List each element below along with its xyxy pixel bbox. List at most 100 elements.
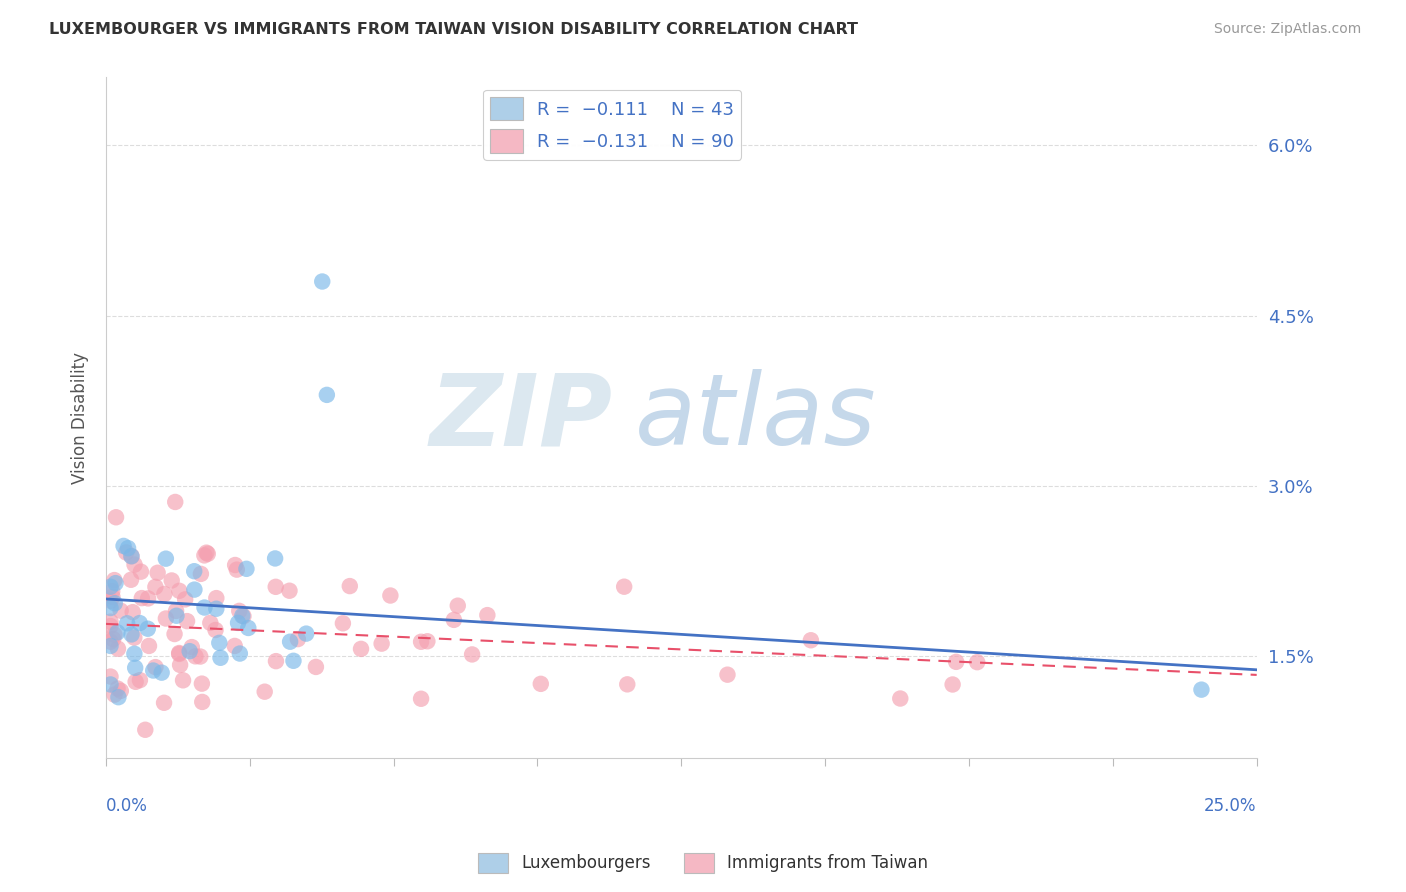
Point (100, 601, 122, 615)
Point (107, 641, 129, 656)
Point (167, 647, 190, 661)
Point (477, 608, 499, 623)
Point (225, 563, 247, 577)
Point (100, 593, 122, 607)
Point (209, 650, 232, 665)
Point (138, 639, 160, 653)
Point (193, 549, 215, 563)
Y-axis label: Vision Disability: Vision Disability (72, 351, 89, 483)
Point (229, 647, 252, 661)
Point (966, 655, 988, 669)
Point (226, 615, 249, 630)
Point (153, 696, 176, 710)
Point (169, 657, 191, 672)
Point (195, 546, 218, 560)
Point (129, 565, 152, 579)
Point (253, 684, 276, 698)
Point (124, 631, 146, 645)
Point (370, 637, 392, 651)
Point (129, 673, 152, 687)
Point (172, 673, 194, 688)
Point (165, 495, 187, 509)
Point (208, 636, 231, 650)
Point (311, 275, 333, 289)
Point (200, 615, 222, 630)
Point (945, 655, 967, 669)
Text: 0.0%: 0.0% (105, 797, 148, 814)
Point (104, 576, 127, 591)
Point (176, 614, 198, 628)
Point (191, 676, 214, 690)
Point (339, 579, 361, 593)
Point (800, 633, 823, 648)
Point (107, 681, 129, 696)
Point (190, 566, 212, 581)
Point (163, 627, 186, 641)
Point (124, 647, 146, 661)
Point (103, 632, 125, 646)
Point (278, 583, 301, 598)
Point (103, 688, 125, 702)
Point (120, 573, 142, 587)
Point (716, 667, 738, 681)
Point (179, 644, 201, 658)
Point (101, 584, 124, 599)
Point (169, 583, 191, 598)
Point (145, 580, 167, 594)
Point (110, 684, 132, 698)
Point (110, 604, 132, 618)
Point (112, 539, 135, 553)
Point (121, 627, 143, 641)
Point (264, 580, 287, 594)
Point (264, 551, 287, 566)
Text: 25.0%: 25.0% (1204, 797, 1257, 814)
Point (228, 604, 250, 618)
Point (204, 623, 226, 637)
Point (166, 608, 188, 623)
Point (180, 640, 202, 654)
Point (120, 549, 142, 564)
Point (238, 621, 260, 635)
Point (305, 660, 328, 674)
Legend: Luxembourgers, Immigrants from Taiwan: Luxembourgers, Immigrants from Taiwan (471, 847, 935, 880)
Point (193, 600, 215, 615)
Point (128, 615, 150, 630)
Point (224, 558, 246, 572)
Point (295, 626, 318, 640)
Point (889, 691, 911, 706)
Point (160, 574, 183, 588)
Point (447, 599, 470, 613)
Point (235, 562, 257, 576)
Point (117, 541, 139, 556)
Legend: R =  −0.111    N = 43, R =  −0.131    N = 90: R = −0.111 N = 43, R = −0.131 N = 90 (484, 90, 741, 160)
Text: ZIP: ZIP (429, 369, 612, 466)
Point (613, 580, 636, 594)
Point (107, 690, 129, 705)
Point (461, 648, 484, 662)
Point (124, 674, 146, 689)
Point (131, 591, 153, 606)
Point (124, 661, 146, 675)
Point (205, 601, 228, 615)
Point (105, 510, 128, 524)
Point (616, 677, 638, 691)
Point (232, 609, 254, 624)
Point (942, 677, 965, 691)
Point (100, 619, 122, 633)
Point (101, 590, 124, 604)
Point (103, 573, 125, 587)
Point (191, 695, 214, 709)
Point (409, 691, 432, 706)
Point (167, 646, 190, 660)
Point (184, 649, 207, 664)
Point (136, 622, 159, 636)
Point (142, 664, 165, 678)
Point (332, 616, 354, 631)
Point (146, 566, 169, 580)
Text: Source: ZipAtlas.com: Source: ZipAtlas.com (1213, 22, 1361, 37)
Point (380, 589, 402, 603)
Point (315, 388, 337, 402)
Point (183, 564, 205, 578)
Point (231, 608, 253, 623)
Point (155, 551, 177, 566)
